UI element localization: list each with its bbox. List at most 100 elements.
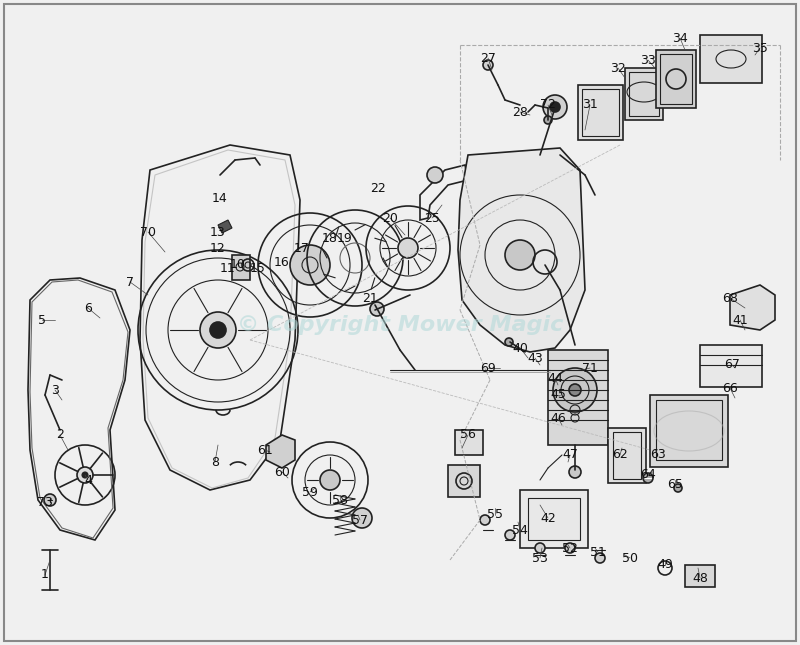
Circle shape	[480, 515, 490, 525]
Bar	[520, 490, 588, 548]
Circle shape	[643, 473, 653, 483]
Text: 34: 34	[672, 32, 688, 45]
Text: 52: 52	[562, 542, 578, 555]
Text: 25: 25	[424, 212, 440, 224]
Bar	[660, 54, 692, 104]
Text: 41: 41	[732, 313, 748, 326]
Bar	[528, 498, 580, 540]
Circle shape	[44, 494, 56, 506]
Text: 35: 35	[752, 41, 768, 54]
Text: 42: 42	[540, 511, 556, 524]
Text: 49: 49	[657, 559, 673, 571]
Text: 69: 69	[480, 361, 496, 375]
Text: 45: 45	[550, 388, 566, 401]
Text: 7: 7	[126, 275, 134, 288]
Text: 63: 63	[650, 448, 666, 462]
Text: 43: 43	[527, 352, 543, 364]
Text: 11: 11	[220, 261, 236, 275]
Circle shape	[82, 472, 88, 478]
Text: 46: 46	[550, 412, 566, 424]
Circle shape	[427, 167, 443, 183]
Text: 10: 10	[230, 259, 246, 272]
Bar	[700, 345, 762, 387]
Circle shape	[210, 322, 226, 338]
Text: 71: 71	[582, 361, 598, 375]
Text: 31: 31	[582, 99, 598, 112]
Bar	[656, 50, 696, 108]
Bar	[613, 432, 641, 479]
Circle shape	[505, 240, 535, 270]
Text: 68: 68	[722, 292, 738, 304]
Bar	[629, 72, 659, 116]
Text: 32: 32	[610, 61, 626, 75]
Polygon shape	[218, 220, 232, 233]
Text: 48: 48	[692, 571, 708, 584]
Polygon shape	[266, 435, 295, 468]
Text: 73: 73	[37, 495, 53, 508]
Text: 12: 12	[210, 241, 226, 255]
Text: 50: 50	[622, 551, 638, 564]
Polygon shape	[458, 148, 585, 352]
Text: 3: 3	[51, 384, 59, 397]
Text: 58: 58	[332, 493, 348, 506]
Text: 27: 27	[480, 52, 496, 64]
Circle shape	[550, 102, 560, 112]
Bar	[448, 465, 480, 497]
Text: 20: 20	[382, 212, 398, 224]
Circle shape	[553, 368, 597, 412]
Text: 53: 53	[532, 551, 548, 564]
Bar	[650, 395, 728, 467]
Circle shape	[569, 384, 581, 396]
Text: 14: 14	[212, 192, 228, 204]
Text: 17: 17	[294, 241, 310, 255]
Text: 16: 16	[274, 255, 290, 268]
Bar	[625, 68, 663, 120]
Circle shape	[77, 467, 93, 483]
Circle shape	[595, 553, 605, 563]
Bar	[656, 400, 722, 460]
Text: 62: 62	[612, 448, 628, 462]
Text: 55: 55	[487, 508, 503, 522]
Text: 21: 21	[362, 292, 378, 304]
Circle shape	[483, 60, 493, 70]
Text: 47: 47	[562, 448, 578, 462]
Text: 60: 60	[274, 466, 290, 479]
Text: 59: 59	[302, 486, 318, 499]
Circle shape	[674, 484, 682, 492]
Text: 40: 40	[512, 341, 528, 355]
Text: 61: 61	[257, 444, 273, 457]
Text: 8: 8	[211, 455, 219, 468]
Bar	[582, 89, 619, 136]
Bar	[700, 35, 762, 83]
Circle shape	[565, 543, 575, 553]
Text: 4: 4	[84, 473, 92, 486]
Circle shape	[544, 116, 552, 124]
Text: 51: 51	[590, 546, 606, 559]
Text: 66: 66	[722, 381, 738, 395]
Text: 22: 22	[370, 181, 386, 195]
Text: 57: 57	[352, 513, 368, 526]
Text: 1: 1	[41, 568, 49, 582]
Circle shape	[320, 470, 340, 490]
Text: 67: 67	[724, 359, 740, 372]
Circle shape	[200, 312, 236, 348]
Text: 64: 64	[640, 468, 656, 482]
Bar	[232, 255, 250, 280]
Circle shape	[370, 302, 384, 316]
Text: 54: 54	[512, 524, 528, 537]
Text: 18: 18	[322, 232, 338, 244]
Circle shape	[569, 466, 581, 478]
Text: 6: 6	[84, 301, 92, 315]
Circle shape	[352, 508, 372, 528]
Circle shape	[290, 245, 330, 285]
Text: 44: 44	[547, 372, 563, 384]
Polygon shape	[730, 285, 775, 330]
Text: 65: 65	[667, 479, 683, 491]
Text: 33: 33	[640, 54, 656, 66]
Circle shape	[505, 530, 515, 540]
Text: 56: 56	[460, 428, 476, 441]
Text: 70: 70	[140, 226, 156, 239]
Text: 13: 13	[210, 226, 226, 239]
Bar	[685, 565, 715, 587]
Circle shape	[535, 543, 545, 553]
